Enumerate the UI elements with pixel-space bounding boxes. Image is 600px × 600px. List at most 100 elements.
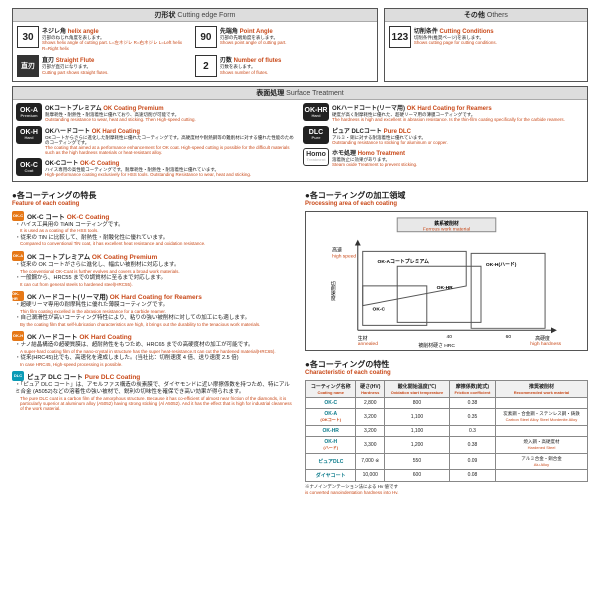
chart-xright-en: high hardness [530, 341, 561, 347]
chart-xleft: 生材 [358, 335, 368, 342]
coating-badge: OK-CCoat [16, 158, 42, 176]
chart-ylabel: 切削速度 [330, 280, 335, 302]
coating-badge: OK-HHard [16, 126, 42, 144]
chart-topbox-en: Ferrous work material [423, 226, 470, 232]
cell-mat: 焼入鋼・高硬度材Hardened Steel [495, 436, 587, 453]
feature-badge: DLC [12, 371, 24, 381]
coating-badge: OK-APremium [16, 103, 42, 121]
chart-xlabel: 被削材硬さ HRC [418, 342, 455, 349]
cell-fric: 0.3 [449, 425, 495, 436]
feature-bullet: ハイス工具用の TiAlN コーティングです。 [12, 222, 295, 229]
footnote-en: is converted nanoindentation hardness in… [305, 490, 588, 495]
coating-badge: OK-HRHard [303, 103, 329, 121]
feature-section-title: ●各コーティングの特長 Feature of each coating [12, 190, 295, 207]
icon-text: 刃数 Number of flutes 刃数を表します。Shows number… [220, 55, 281, 75]
spec-icon: 30 [17, 26, 39, 48]
row-label: ダイヤコート [306, 469, 356, 481]
cell-oxid: 800 [385, 397, 450, 408]
spec-icon: 直刃 [17, 55, 39, 77]
cell-hv: 10,000 [356, 469, 385, 481]
cell-oxid: 1,100 [385, 408, 450, 425]
icon-text: 切削条件 Cutting Conditions 切削条件(推奨ページ)を表します… [414, 26, 497, 46]
feature-bullet: ナノ結晶構造の超硬質膜は、超耐熱性をもつため、HRC65 までの高硬度材の加工が… [12, 342, 295, 349]
others-panel: その他 Others 123 切削条件 Cutting Conditions 切… [384, 8, 588, 82]
cell-hv: 3,200 [356, 408, 385, 425]
coating-item: OK-APremium OKコートプレミアム OK Coating Premiu… [16, 103, 297, 122]
feature-head: OK-HR OK ハードコート(リーマ用) OK Hard Coating fo… [12, 291, 295, 301]
cell-oxid: 1,100 [385, 425, 450, 436]
feature-bullet-en: In case HRC45, High-speed processing is … [12, 362, 295, 367]
icon-item: 123 切削条件 Cutting Conditions 切削条件(推奨ページ)を… [389, 26, 583, 48]
cell-fric: 0.38 [449, 436, 495, 453]
icon-text: 直刃 Straight Flute 刃部が直刃になります。Cutting par… [42, 55, 109, 75]
chart-xright: 高硬度 [535, 335, 550, 342]
chart-xleft-en: annealed [358, 341, 378, 347]
feature-bullet-en: The pure DLC coat is a carbon film of th… [12, 396, 295, 412]
table-header: 硬さ(HV)Hardness [356, 380, 385, 397]
feature-bullet: 自己潤滑性が高いコーティング特性により、粘りの強い被削材に対しての加工にも適しま… [12, 315, 295, 322]
surface-title-en: Surface Treatment [286, 90, 344, 97]
feature-block: DLC ピュア DLC コート Pure DLC Coating 「ピュア DL… [12, 371, 295, 411]
cell-mat: アルミ合金・銅合金Alu Alloy [495, 453, 587, 469]
chart-region-okh: OK-H(ハード) [486, 262, 517, 268]
char-title-jp: ●各コーティングの特性 [305, 360, 389, 369]
cell-hv: 7,000 ※ [356, 453, 385, 469]
feature-bullet-en: It is used as a coating of the HSS tools… [12, 228, 295, 233]
char-section-title: ●各コーティングの特性 Characteristic of each coati… [305, 359, 588, 376]
table-header: 推奨被削材Recommended work material [495, 380, 587, 397]
coating-item: OK-CCoat OK-Cコート OK-C Coating ハイス専用の高性能コ… [16, 158, 297, 177]
row-label: OK-A(OKコート) [306, 408, 356, 425]
feature-bullet-en: Thin film coating excelled in the abrasi… [12, 309, 295, 314]
coating-badge: HomoTreatment [303, 148, 329, 166]
cell-hv: 3,300 [356, 436, 385, 453]
chart-region-okhr: OK-HR [437, 284, 454, 290]
feature-block: OK-A OK コートプレミアム OK Coating Premium 従来の … [12, 251, 295, 287]
cell-fric: 0.35 [449, 408, 495, 425]
icon-text: 先端角 Point Angle 刃部の先端角度を表します。Shows point… [220, 26, 287, 46]
cutting-edge-panel: 刃形状 Cutting edge Form 30 ネジレ角 helix angl… [12, 8, 378, 82]
chart-topbox: 鉄系被削材 [434, 219, 459, 226]
surface-title-jp: 表面処理 [256, 90, 284, 97]
surface-panel: 表面処理 Surface Treatment OK-APremium OKコート… [12, 86, 588, 181]
table-row: OK-H(ハード) 3,300 1,200 0.38 焼入鋼・高硬度材Harde… [306, 436, 588, 453]
coating-item: OK-HRHard OKハードコート(リーマ用) OK Hard Coating… [303, 103, 584, 122]
cell-hv: 2,800 [356, 397, 385, 408]
cell-mat [495, 397, 587, 408]
feature-head: OK-A OK コートプレミアム OK Coating Premium [12, 251, 295, 261]
cutting-edge-title-jp: 刃形状 [154, 12, 175, 19]
feature-bullet: 従来の OK コートがさらに進化し、幅広い被削材に対応します。 [12, 262, 295, 269]
coating-text: ホモ処理 Homo Treatment 溶着防止に効果があります。Steam o… [332, 148, 417, 167]
feature-bullet: 超硬リーマ専用の耐摩耗性に優れた薄膜コーティングです。 [12, 302, 295, 309]
cell-mat [495, 469, 587, 481]
feature-head: OK-H OK ハードコート OK Hard Coating [12, 331, 295, 341]
cell-mat: 炭素鋼・合金鋼・ステンレス鋼・鋳鉄Carbon Steel Alloy Stee… [495, 408, 587, 425]
row-label: OK-HR [306, 425, 356, 436]
surface-header: 表面処理 Surface Treatment [13, 87, 587, 100]
coating-text: OKハードコート(リーマ用) OK Hard Coating for Reame… [332, 103, 565, 122]
icon-item: 2 刃数 Number of flutes 刃数を表します。Shows numb… [195, 55, 369, 77]
coating-text: ピュア DLCコート Pure DLC アルミ・銅に対する耐溶着性に優れています… [332, 126, 448, 145]
cell-oxid: 1,200 [385, 436, 450, 453]
others-header: その他 Others [385, 9, 587, 22]
proc-title-jp: ●各コーティングの加工領域 [305, 191, 405, 200]
feature-head: OK-C OK-C コート OK-C Coating [12, 211, 295, 221]
feature-head: DLC ピュア DLC コート Pure DLC Coating [12, 371, 295, 381]
chart-region-oka: OK-Aコートプレミアム [378, 258, 430, 265]
coating-text: OKハードコート OK Hard Coating OKコートからさらに進化した耐… [45, 126, 297, 156]
feature-bullet: 「ピュア DLC コート」は、アモルファス構造の炭素膜で、ダイヤモンドに近い摩擦… [12, 382, 295, 396]
feature-bullet: 一般鋼から、HRC55 までの調質材に至るまで対応します。 [12, 275, 295, 282]
others-title-jp: その他 [464, 12, 485, 19]
table-row: ピュアDLC 7,000 ※ 550 0.09 アルミ合金・銅合金Alu All… [306, 453, 588, 469]
row-label: OK-H(ハード) [306, 436, 356, 453]
table-header: 酸化開始温度(℃)Oxidation start temperature [385, 380, 450, 397]
table-row: OK-C 2,800 800 0.38 [306, 397, 588, 408]
table-header: 摩擦係数(乾式)Friction coefficient [449, 380, 495, 397]
coating-badge: DLCPure [303, 126, 329, 144]
feature-bullet: 従来(HRC45)比でも、高速化を達成しました。(当社比：切削速度 4 倍、送り… [12, 355, 295, 362]
cell-oxid: 600 [385, 469, 450, 481]
cell-mat [495, 425, 587, 436]
chart-region-okc: OK-C [373, 306, 386, 312]
coating-item: OK-HHard OKハードコート OK Hard Coating OKコートか… [16, 126, 297, 156]
cell-hv: 3,200 [356, 425, 385, 436]
feature-title-jp: ●各コーティングの特長 [12, 191, 96, 200]
